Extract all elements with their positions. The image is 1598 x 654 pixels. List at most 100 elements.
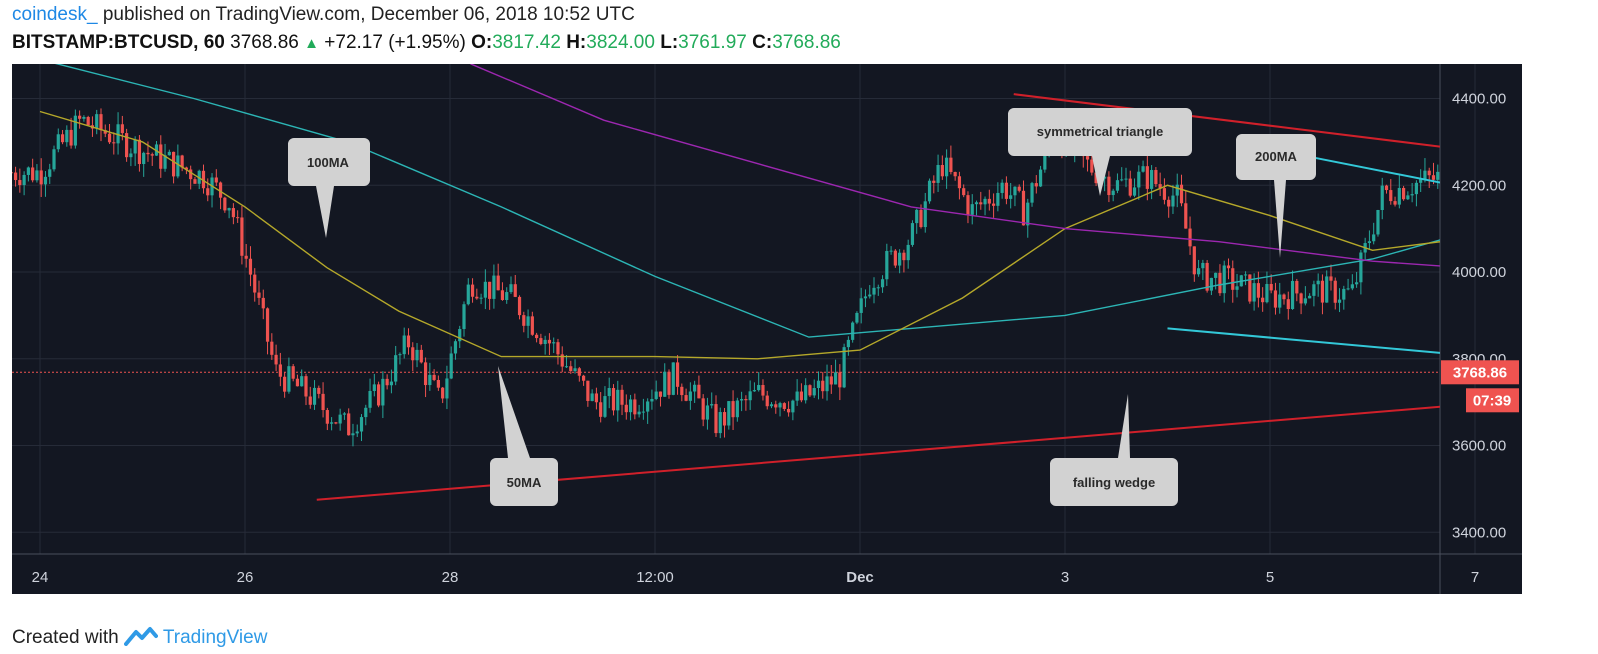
trendline-red[interactable]: [1013, 93, 1598, 257]
candle-body: [1175, 184, 1179, 196]
candle-body: [428, 374, 432, 386]
candle-body: [48, 169, 52, 177]
candle-body: [466, 284, 470, 305]
candle-body: [714, 404, 718, 434]
candle-body: [859, 298, 863, 313]
candle-body: [991, 203, 996, 206]
candle-body: [449, 353, 453, 379]
candle-body: [833, 372, 838, 385]
candle-body: [535, 334, 539, 339]
candle-body: [253, 274, 257, 293]
candle-body: [846, 339, 850, 348]
candle-body: [1337, 299, 1342, 303]
candle-body: [244, 255, 248, 259]
trendline-cyan[interactable]: [1167, 327, 1598, 430]
candle-body: [1026, 202, 1030, 226]
candle-body: [646, 401, 650, 412]
candle-body: [146, 152, 150, 155]
candle-body: [167, 151, 171, 156]
candle-body: [189, 169, 193, 180]
candle-body: [218, 182, 223, 198]
candle-body: [1423, 170, 1427, 180]
candle-body: [786, 408, 791, 413]
candle-body: [1201, 262, 1205, 269]
candle-body: [492, 275, 496, 299]
candle-body: [500, 290, 505, 300]
tradingview-link[interactable]: TradingView: [162, 627, 268, 648]
candle-body: [1226, 265, 1231, 269]
candle-body: [748, 391, 752, 401]
candle-body: [560, 354, 564, 367]
candle-body: [1299, 293, 1303, 304]
candle-body: [885, 250, 889, 280]
candle-body: [804, 385, 808, 401]
candle-body: [1009, 195, 1013, 199]
candle-body: [547, 339, 552, 344]
candle-body: [586, 380, 590, 401]
candle-body: [1209, 277, 1214, 291]
candle-body: [769, 404, 774, 407]
candle-body: [312, 387, 317, 405]
candle-body: [214, 177, 218, 183]
candle-body: [701, 398, 705, 420]
candle-body: [295, 378, 300, 387]
candle-body: [1573, 207, 1576, 222]
candle-body: [39, 170, 43, 185]
candle-body: [291, 366, 295, 379]
candle-body: [607, 388, 611, 397]
candle-body: [641, 411, 645, 413]
candle-body: [1329, 276, 1333, 281]
author-link[interactable]: coindesk_: [12, 4, 98, 25]
candle-body: [436, 379, 440, 388]
candle-body: [799, 391, 804, 401]
high-label: H:: [566, 32, 587, 53]
candle-body: [778, 403, 782, 408]
candle-body: [761, 385, 765, 396]
candle-body: [347, 413, 351, 436]
candle-body: [868, 294, 872, 297]
candle-body: [137, 139, 142, 165]
candle-body: [1333, 280, 1337, 303]
annotation-50ma-label: 50MA: [507, 475, 542, 490]
y-tick-label: 3600.00: [1452, 438, 1506, 455]
candle-body: [304, 376, 308, 397]
candle-body: [496, 275, 500, 291]
candle-body: [872, 287, 876, 295]
candle-body: [1355, 282, 1359, 285]
candle-body: [120, 124, 124, 134]
candle-body: [616, 389, 620, 411]
trendline-red[interactable]: [316, 328, 1598, 501]
candle-body: [1150, 170, 1154, 189]
x-tick-label: 26: [237, 569, 254, 586]
candle-body: [684, 395, 688, 401]
candle-body: [966, 195, 970, 215]
annotation-symmetrical-triangle-label: symmetrical triangle: [1037, 124, 1163, 139]
candle-body: [338, 414, 342, 424]
candle-body: [1551, 229, 1554, 231]
candle-body: [150, 154, 154, 156]
candle-body: [829, 376, 833, 385]
candle-body: [530, 316, 534, 335]
candle-body: [919, 209, 923, 228]
time-axis: 24 26 28 12:00 Dec 3 5 7: [32, 569, 1480, 586]
open-value: 3817.42: [492, 32, 561, 53]
candle-body: [915, 209, 919, 224]
candle-body: [479, 297, 483, 299]
candle-body: [1103, 176, 1107, 179]
candle-body: [240, 217, 244, 256]
candle-body: [1231, 268, 1235, 290]
candle-body: [1376, 209, 1380, 235]
candle-body: [671, 362, 675, 395]
candle-body: [765, 395, 769, 407]
candle-body: [475, 296, 479, 299]
candle-body: [1000, 182, 1004, 193]
candle-body: [176, 155, 180, 177]
candle-body: [402, 335, 406, 355]
candle-body: [927, 180, 932, 202]
close-value: 3768.86: [772, 32, 841, 53]
candle-body: [552, 342, 556, 344]
candle-body: [910, 223, 915, 245]
candle-body: [308, 396, 312, 405]
candle-body: [1141, 166, 1145, 172]
